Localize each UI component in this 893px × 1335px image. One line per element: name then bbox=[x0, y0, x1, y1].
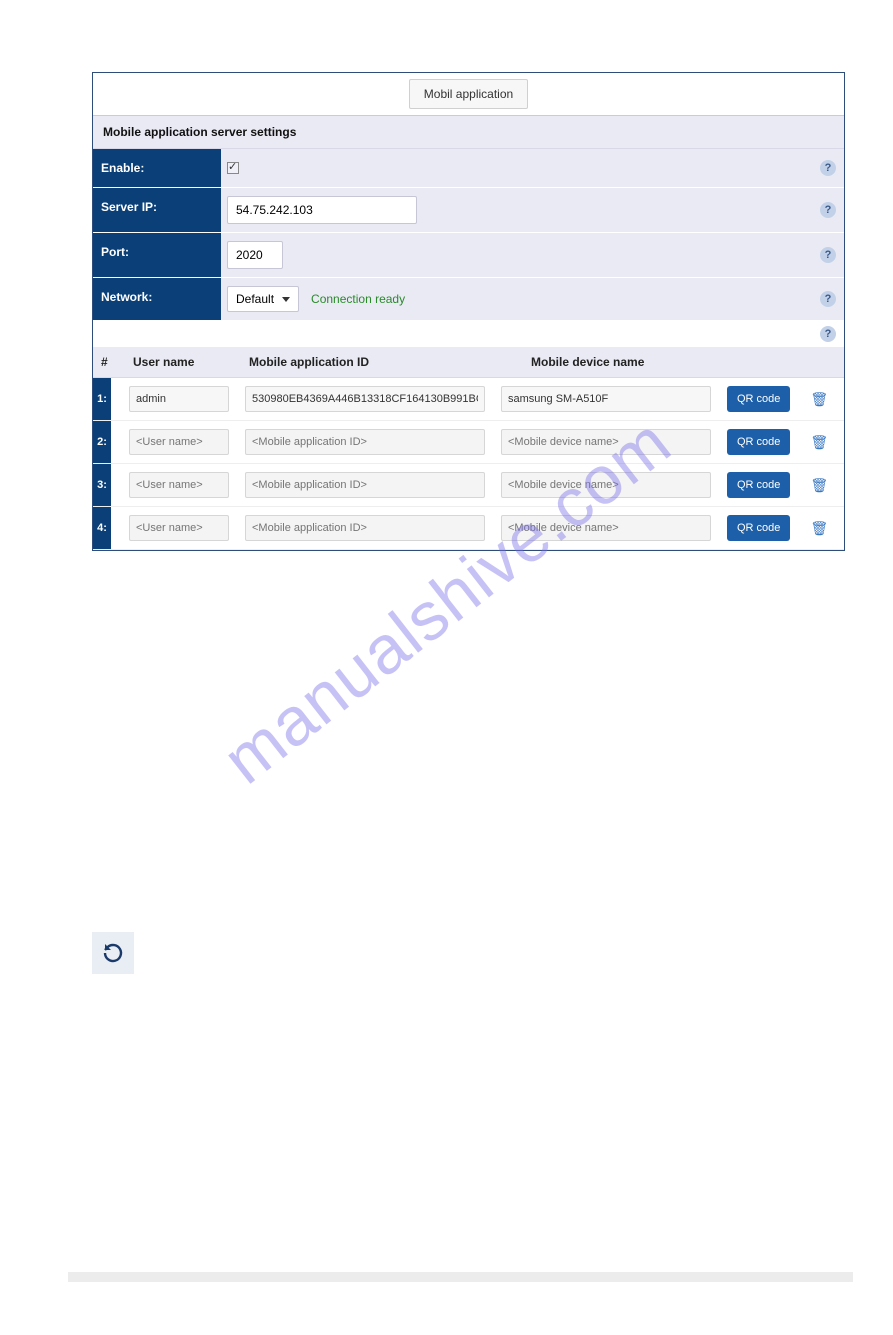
app-id-input[interactable] bbox=[245, 472, 485, 498]
qr-code-button[interactable]: QR code bbox=[727, 429, 790, 455]
row-port: Port: ? bbox=[93, 233, 844, 278]
app-id-input[interactable] bbox=[245, 429, 485, 455]
help-icon[interactable]: ? bbox=[820, 247, 836, 263]
trash-icon[interactable]: 🗑 bbox=[806, 477, 832, 494]
row-network: Network: Default Connection ready ? bbox=[93, 278, 844, 321]
server-ip-input[interactable] bbox=[227, 196, 417, 224]
qr-code-button[interactable]: QR code bbox=[727, 515, 790, 541]
refresh-button[interactable] bbox=[92, 932, 134, 974]
user-name-input[interactable] bbox=[129, 515, 229, 541]
footer-divider bbox=[68, 1272, 853, 1282]
row-number: 4: bbox=[93, 507, 111, 549]
label-port: Port: bbox=[93, 233, 221, 277]
device-name-input[interactable] bbox=[501, 472, 711, 498]
trash-icon[interactable]: 🗑 bbox=[806, 520, 832, 537]
trash-icon[interactable]: 🗑 bbox=[806, 434, 832, 451]
help-icon[interactable]: ? bbox=[820, 160, 836, 176]
user-name-input[interactable] bbox=[129, 472, 229, 498]
settings-panel: Mobil application Mobile application ser… bbox=[92, 72, 845, 551]
label-server-ip: Server IP: bbox=[93, 188, 221, 232]
port-input[interactable] bbox=[227, 241, 283, 269]
table-row: 4: QR code 🗑 bbox=[93, 507, 844, 550]
network-select[interactable]: Default bbox=[227, 286, 299, 312]
row-number: 2: bbox=[93, 421, 111, 463]
col-header-user: User name bbox=[123, 355, 243, 369]
user-name-input[interactable] bbox=[129, 386, 229, 412]
label-enable: Enable: bbox=[93, 149, 221, 187]
app-id-input[interactable] bbox=[245, 386, 485, 412]
help-icon[interactable]: ? bbox=[820, 291, 836, 307]
table-row: 2: QR code 🗑 bbox=[93, 421, 844, 464]
network-status: Connection ready bbox=[311, 292, 405, 306]
trash-icon[interactable]: 🗑 bbox=[806, 391, 832, 408]
tab-mobile-application[interactable]: Mobil application bbox=[409, 79, 528, 109]
col-header-device: Mobile device name bbox=[511, 355, 731, 369]
row-number: 3: bbox=[93, 464, 111, 506]
device-name-input[interactable] bbox=[501, 429, 711, 455]
enable-checkbox[interactable] bbox=[227, 162, 239, 174]
app-id-input[interactable] bbox=[245, 515, 485, 541]
col-header-num: # bbox=[93, 355, 123, 369]
device-name-input[interactable] bbox=[501, 515, 711, 541]
row-number: 1: bbox=[93, 378, 111, 420]
help-icon[interactable]: ? bbox=[820, 326, 836, 342]
qr-code-button[interactable]: QR code bbox=[727, 472, 790, 498]
section-title: Mobile application server settings bbox=[93, 116, 844, 149]
network-selected-value: Default bbox=[236, 292, 274, 306]
col-header-appid: Mobile application ID bbox=[243, 355, 511, 369]
table-row: 3: QR code 🗑 bbox=[93, 464, 844, 507]
chevron-down-icon bbox=[282, 297, 290, 302]
help-icon[interactable]: ? bbox=[820, 202, 836, 218]
row-enable: Enable: ? bbox=[93, 149, 844, 188]
table-header: # User name Mobile application ID Mobile… bbox=[93, 347, 844, 378]
row-server-ip: Server IP: ? bbox=[93, 188, 844, 233]
table-row: 1: QR code 🗑 bbox=[93, 378, 844, 421]
device-name-input[interactable] bbox=[501, 386, 711, 412]
user-name-input[interactable] bbox=[129, 429, 229, 455]
refresh-icon bbox=[101, 941, 125, 965]
tab-bar: Mobil application bbox=[93, 73, 844, 116]
label-network: Network: bbox=[93, 278, 221, 320]
qr-code-button[interactable]: QR code bbox=[727, 386, 790, 412]
spacer-row: ? bbox=[93, 321, 844, 347]
